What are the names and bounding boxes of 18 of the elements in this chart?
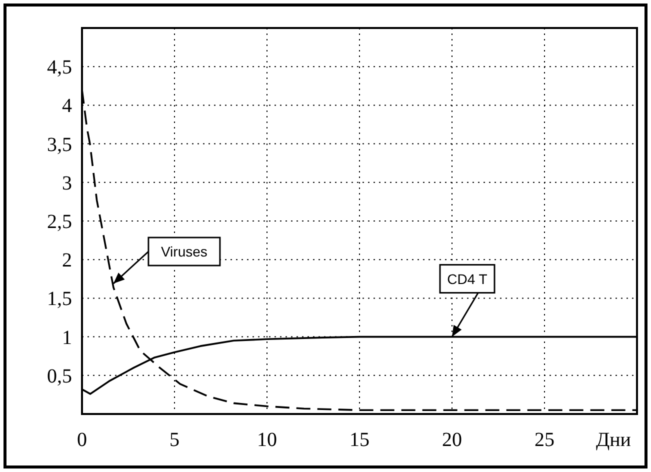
x-tick-label: 0 [77, 429, 87, 451]
y-tick-label: 3,5 [47, 134, 72, 156]
annotation: CD4 T [447, 270, 488, 287]
y-tick-label: 4,5 [47, 56, 72, 79]
x-tick-label: 20 [442, 429, 462, 451]
x-tick-label: 15 [350, 429, 370, 451]
x-tick-label: 10 [257, 429, 277, 451]
y-tick-label: 4 [62, 95, 72, 118]
y-tick-label: 1,5 [47, 288, 72, 310]
x-tick-label: 25 [534, 429, 554, 451]
annotation: Viruses [160, 244, 208, 260]
y-tick-label: 1 [62, 326, 72, 349]
x-tick-label: 5 [170, 429, 180, 451]
y-tick-label: 2 [62, 250, 72, 272]
y-tick-label: 3 [62, 172, 72, 194]
y-tick-label: 0,5 [47, 365, 72, 388]
y-tick-label: 2,5 [47, 211, 72, 233]
x-axis-title: Дни [596, 429, 632, 451]
